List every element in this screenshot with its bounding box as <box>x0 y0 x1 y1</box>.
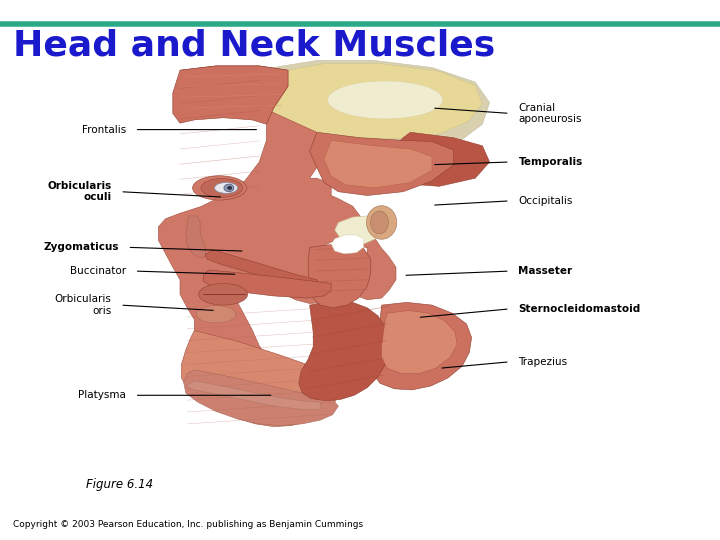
Text: Cranial
aponeurosis: Cranial aponeurosis <box>518 103 582 124</box>
Ellipse shape <box>196 306 236 323</box>
Text: Orbicularis
oculi: Orbicularis oculi <box>48 181 112 202</box>
Text: Trapezius: Trapezius <box>518 357 567 367</box>
Polygon shape <box>308 244 371 308</box>
Text: Head and Neck Muscles: Head and Neck Muscles <box>13 29 495 63</box>
Polygon shape <box>203 270 331 298</box>
Polygon shape <box>389 132 490 186</box>
Polygon shape <box>266 64 482 139</box>
Text: Temporalis: Temporalis <box>518 157 582 167</box>
Polygon shape <box>324 140 432 188</box>
Ellipse shape <box>199 284 248 305</box>
Text: Copyright © 2003 Pearson Education, Inc. publishing as Benjamin Cummings: Copyright © 2003 Pearson Education, Inc.… <box>13 521 363 529</box>
Ellipse shape <box>366 206 397 239</box>
Polygon shape <box>382 310 457 374</box>
Ellipse shape <box>371 211 389 234</box>
Text: Platysma: Platysma <box>78 390 126 400</box>
Polygon shape <box>373 302 472 390</box>
Polygon shape <box>205 249 320 292</box>
Polygon shape <box>186 381 320 409</box>
Polygon shape <box>335 216 380 244</box>
Polygon shape <box>158 66 396 368</box>
Polygon shape <box>310 132 454 195</box>
Text: Buccinator: Buccinator <box>70 266 126 276</box>
Text: Orbicularis
oris: Orbicularis oris <box>55 294 112 316</box>
Ellipse shape <box>215 183 238 193</box>
Polygon shape <box>181 330 338 427</box>
Polygon shape <box>184 370 338 426</box>
Text: Occipitalis: Occipitalis <box>518 196 573 206</box>
Polygon shape <box>259 60 490 156</box>
Ellipse shape <box>224 184 234 192</box>
Ellipse shape <box>228 186 232 190</box>
Text: Sternocleidomastoid: Sternocleidomastoid <box>518 304 641 314</box>
Ellipse shape <box>328 81 443 119</box>
Text: Figure 6.14: Figure 6.14 <box>86 478 153 491</box>
Text: Masseter: Masseter <box>518 266 572 276</box>
Polygon shape <box>186 216 206 258</box>
Polygon shape <box>331 235 364 254</box>
Text: Frontalis: Frontalis <box>82 125 126 134</box>
Ellipse shape <box>193 176 246 200</box>
Ellipse shape <box>201 178 243 197</box>
Text: Zygomaticus: Zygomaticus <box>43 242 119 252</box>
Polygon shape <box>299 300 389 401</box>
Polygon shape <box>173 66 288 124</box>
